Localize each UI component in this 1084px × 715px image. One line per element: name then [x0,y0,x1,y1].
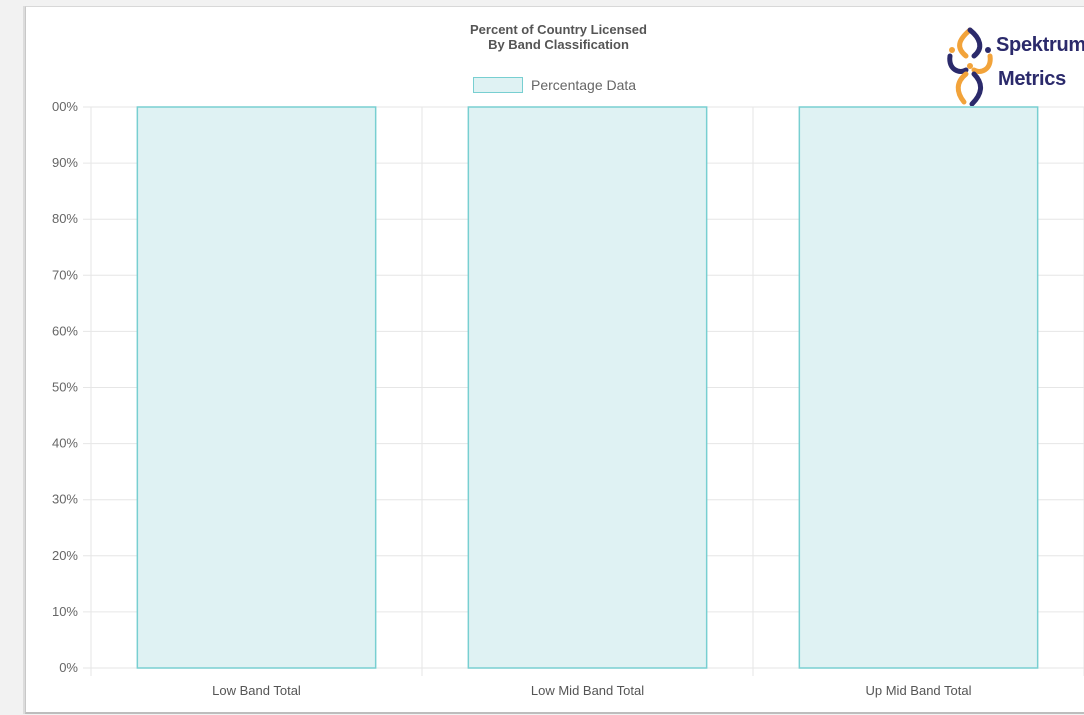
y-tick-label: 00% [52,99,78,114]
y-tick-label: 80% [52,211,78,226]
logo-text-line-2: Metrics [998,68,1066,90]
chart-legend[interactable]: Percentage Data [473,77,636,93]
spektrum-metrics-logo: Spektrum Metrics [944,26,1084,107]
chart-title-line-2: By Band Classification [488,37,629,52]
spektrum-metrics-logo-icon [947,27,993,107]
chart-title-line-1: Percent of Country Licensed [470,22,647,37]
bar [798,106,1039,669]
legend-label: Percentage Data [531,77,637,93]
y-tick-label: 0% [59,660,78,675]
x-category-label: Low Mid Band Total [531,683,644,698]
bar [467,106,708,669]
y-tick-label: 70% [52,267,78,282]
y-tick-label: 90% [52,155,78,170]
x-category-label: Up Mid Band Total [866,683,972,698]
y-tick-label: 60% [52,323,78,338]
y-tick-label: 10% [52,604,78,619]
x-category-label: Low Band Total [212,683,301,698]
y-tick-label: 30% [52,492,78,507]
y-tick-label: 40% [52,436,78,451]
y-tick-label: 20% [52,548,78,563]
logo-text-line-1: Spektrum [996,34,1084,56]
y-tick-label: 50% [52,380,78,395]
legend-swatch [473,77,523,93]
bar [136,106,377,669]
chart-title: Percent of Country Licensed By Band Clas… [0,22,1084,52]
